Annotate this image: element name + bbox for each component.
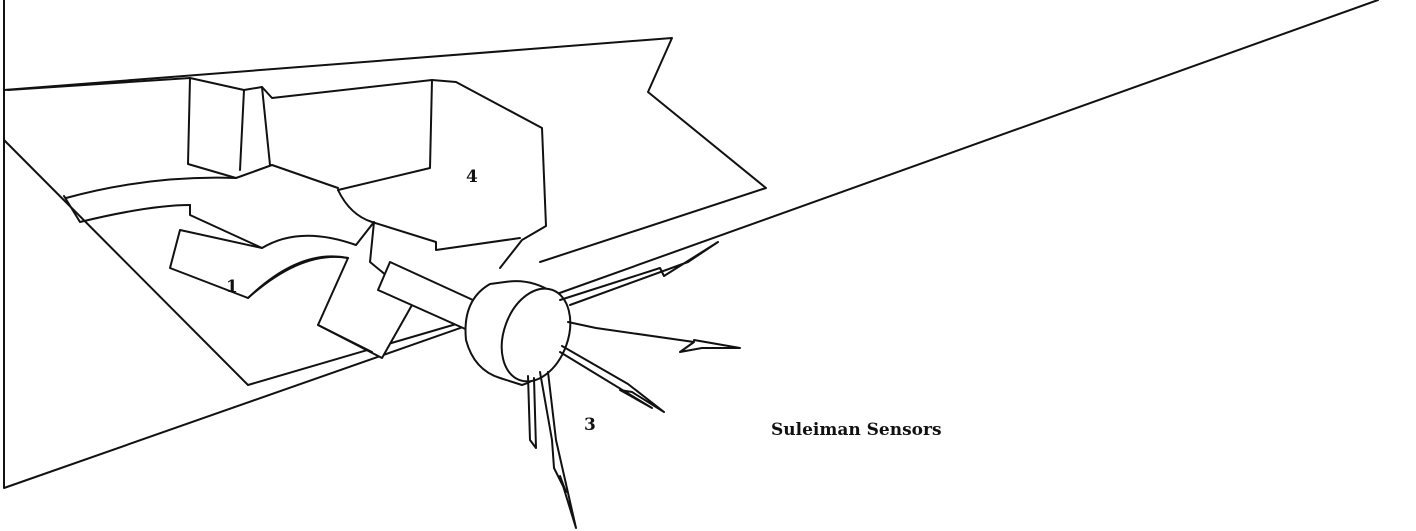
label-part-4: 4 — [466, 167, 478, 187]
label-part-3: 3 — [584, 415, 596, 435]
part-1-mount — [169, 221, 413, 359]
caption-text: Suleiman Sensors — [771, 420, 942, 440]
part-4-bracket — [337, 189, 521, 251]
inner-bay — [7, 77, 547, 269]
sensor-probes — [527, 241, 741, 529]
label-part-1: 1 — [226, 277, 238, 297]
sensor-hub — [464, 280, 572, 386]
